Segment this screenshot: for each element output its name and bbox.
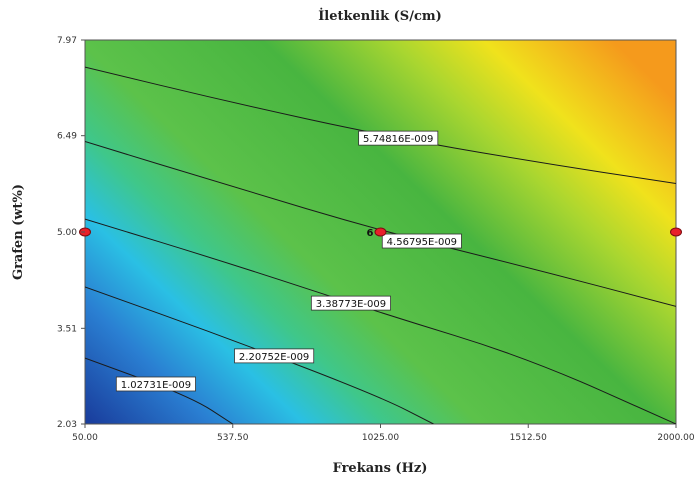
contour-label: 4.56795E-009 [381,233,462,249]
contour-label: 5.74816E-009 [358,130,439,146]
contour-label-text: 4.56795E-009 [387,237,457,248]
y-axis: 2.03 3.51 5.00 6.49 7.97 [57,36,85,430]
y-axis-title: Grafen (wt%) [11,184,26,280]
contour-label: 1.02731E-009 [115,376,196,392]
contour-label-text: 1.02731E-009 [121,380,191,391]
x-tick-label: 2000.00 [657,433,694,443]
chart-title: İletkenlik (S/cm) [318,8,442,24]
y-tick-label: 6.49 [57,132,77,142]
contour-line [85,218,676,424]
y-tick-label: 2.03 [57,420,77,430]
x-axis: 50.00 537.50 1025.00 1512.50 2000.00 [72,424,695,443]
contour-label-box [234,348,315,364]
contour-label-box [381,233,462,249]
contour-label-text: 5.74816E-009 [363,134,433,145]
contour-line [85,286,434,424]
x-tick-label: 537.50 [217,433,249,443]
design-point [670,227,682,237]
contour-label-text: 3.38773E-009 [316,299,386,310]
design-point-label: 6 [367,228,374,239]
x-tick-label: 1025.00 [362,433,399,443]
contour-label: 3.38773E-009 [310,295,391,311]
contour-labels: 1.02731E-009 2.20752E-009 3.38773E-009 4.56… [115,130,462,392]
x-tick-label: 50.00 [72,433,98,443]
design-point [374,227,387,237]
contour-label-box [358,130,439,146]
contour-label: 2.20752E-009 [234,348,315,364]
y-tick-label: 7.97 [57,36,77,46]
x-axis-title: Frekans (Hz) [333,461,428,476]
contour-label-box [115,376,196,392]
x-tick-label: 1512.50 [510,433,547,443]
y-tick-label: 5.00 [57,228,77,238]
y-tick-label: 3.51 [57,324,77,334]
contour-label-text: 2.20752E-009 [239,352,309,363]
contour-label-box [310,295,391,311]
